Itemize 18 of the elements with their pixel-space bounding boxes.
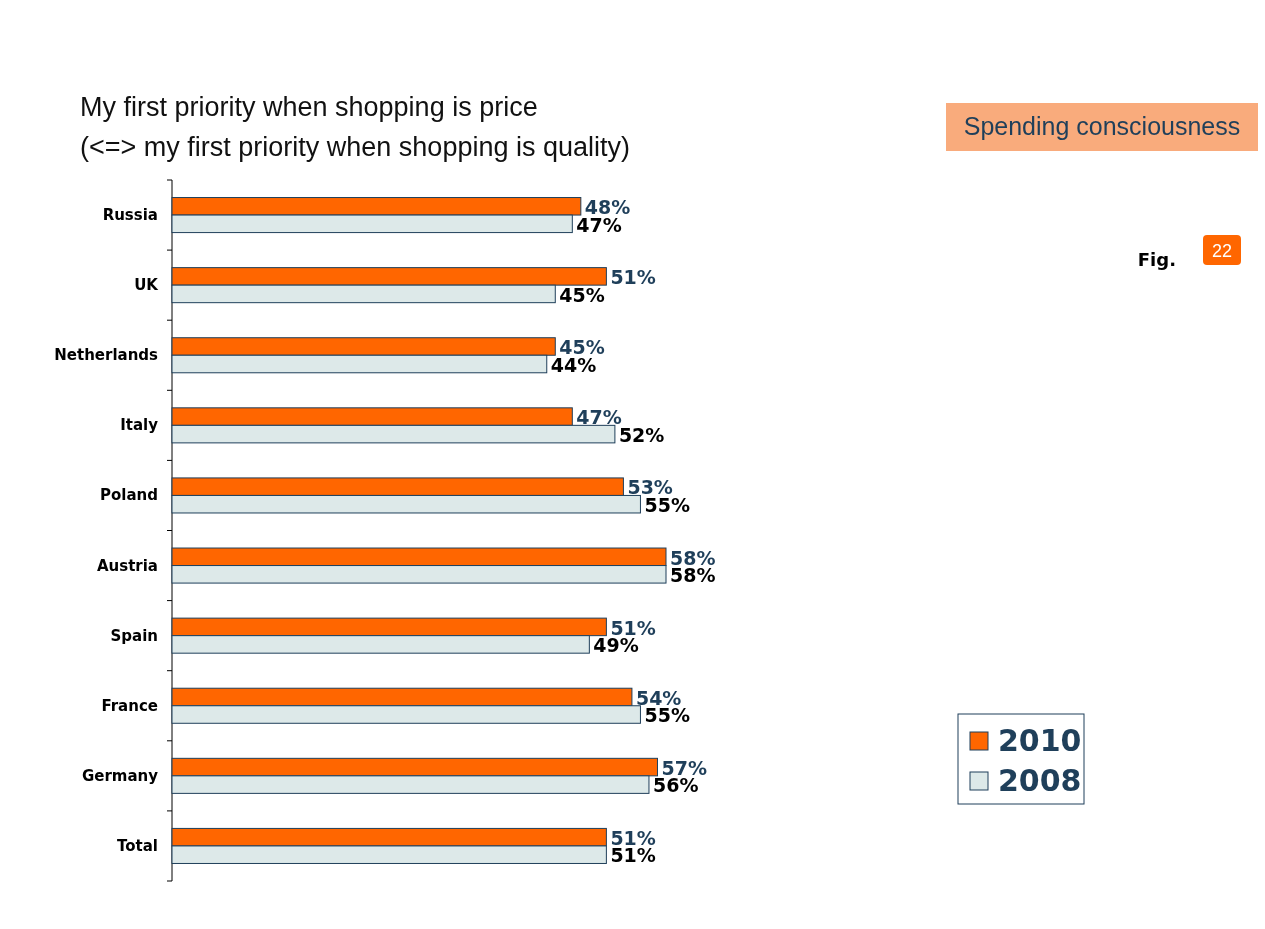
chart-title: My first priority when shopping is price (<=> my first priority when shopping is quality) (80, 92, 630, 162)
y-tick-label: UK (134, 276, 160, 295)
legend-label: 2008 (998, 763, 1082, 798)
y-tick-label: Total (117, 836, 158, 855)
y-tick-label: Spain (110, 626, 158, 645)
y-tick-label: Germany (81, 766, 159, 785)
y-tick-label: France (101, 696, 158, 715)
y-tick-label: Poland (100, 486, 158, 505)
y-tick-label: Netherlands (54, 346, 159, 365)
text: Spending consciousness (963, 112, 1241, 140)
text: 22 (1211, 241, 1233, 261)
data-label: 51% (610, 266, 656, 289)
text: Fig. (1137, 249, 1176, 270)
y-tick-label: Russia (102, 206, 158, 225)
legend-label: 2010 (998, 723, 1082, 758)
y-tick-label: Austria (96, 556, 158, 575)
y-tick-label: Italy (120, 416, 159, 435)
data-label: 45% (559, 283, 605, 306)
